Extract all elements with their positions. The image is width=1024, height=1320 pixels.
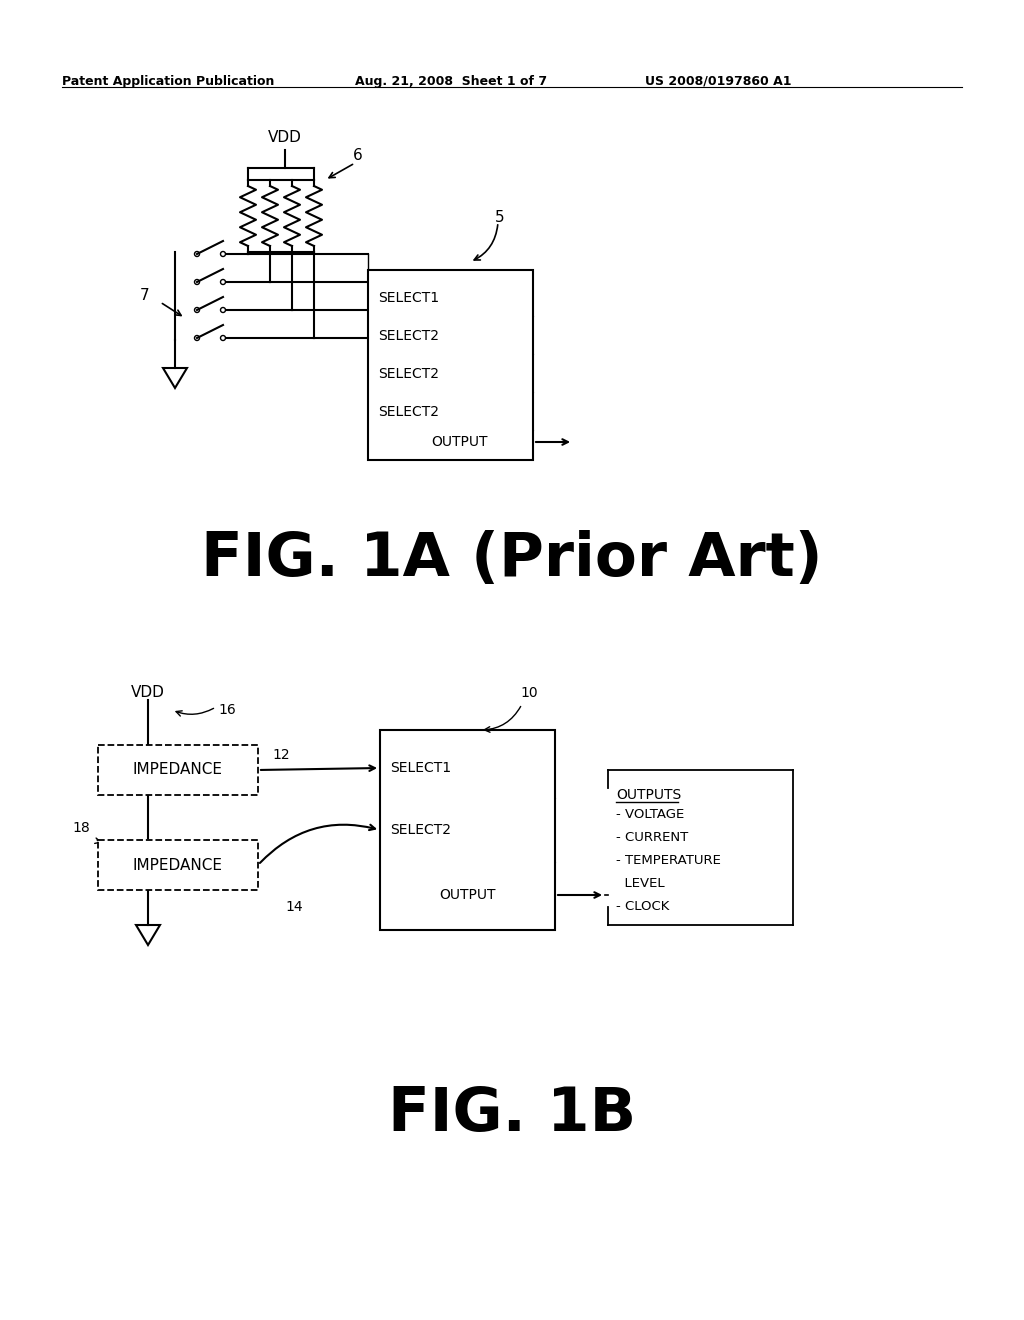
Text: - VOLTAGE: - VOLTAGE xyxy=(616,808,684,821)
Text: 6: 6 xyxy=(353,148,362,162)
Text: OUTPUT: OUTPUT xyxy=(438,888,496,902)
Text: SELECT2: SELECT2 xyxy=(378,329,439,343)
Text: 5: 5 xyxy=(496,210,505,226)
Text: OUTPUT: OUTPUT xyxy=(432,436,488,449)
Text: VDD: VDD xyxy=(131,685,165,700)
Text: - CURRENT: - CURRENT xyxy=(616,832,688,843)
Text: - CLOCK: - CLOCK xyxy=(616,900,670,913)
Bar xyxy=(368,271,534,459)
Text: 18: 18 xyxy=(73,821,90,836)
Text: 12: 12 xyxy=(272,748,290,762)
Text: FIG. 1B: FIG. 1B xyxy=(388,1085,636,1144)
Bar xyxy=(98,744,258,795)
Text: US 2008/0197860 A1: US 2008/0197860 A1 xyxy=(645,75,792,88)
Bar xyxy=(380,730,555,931)
Text: FIG. 1A (Prior Art): FIG. 1A (Prior Art) xyxy=(201,531,823,589)
Text: SELECT1: SELECT1 xyxy=(390,762,452,775)
Text: - TEMPERATURE: - TEMPERATURE xyxy=(616,854,721,867)
Text: IMPEDANCE: IMPEDANCE xyxy=(133,763,223,777)
Text: SELECT1: SELECT1 xyxy=(378,290,439,305)
Text: OUTPUTS: OUTPUTS xyxy=(616,788,681,803)
Text: LEVEL: LEVEL xyxy=(616,876,665,890)
Text: 7: 7 xyxy=(140,288,150,302)
Text: 10: 10 xyxy=(520,686,538,700)
Text: 14: 14 xyxy=(285,900,303,913)
Text: SELECT2: SELECT2 xyxy=(390,822,451,837)
Bar xyxy=(98,840,258,890)
Text: IMPEDANCE: IMPEDANCE xyxy=(133,858,223,873)
Text: 16: 16 xyxy=(218,704,236,717)
Text: SELECT2: SELECT2 xyxy=(378,367,439,381)
Text: SELECT2: SELECT2 xyxy=(378,405,439,418)
Text: VDD: VDD xyxy=(268,129,302,145)
Text: Patent Application Publication: Patent Application Publication xyxy=(62,75,274,88)
Text: Aug. 21, 2008  Sheet 1 of 7: Aug. 21, 2008 Sheet 1 of 7 xyxy=(355,75,547,88)
